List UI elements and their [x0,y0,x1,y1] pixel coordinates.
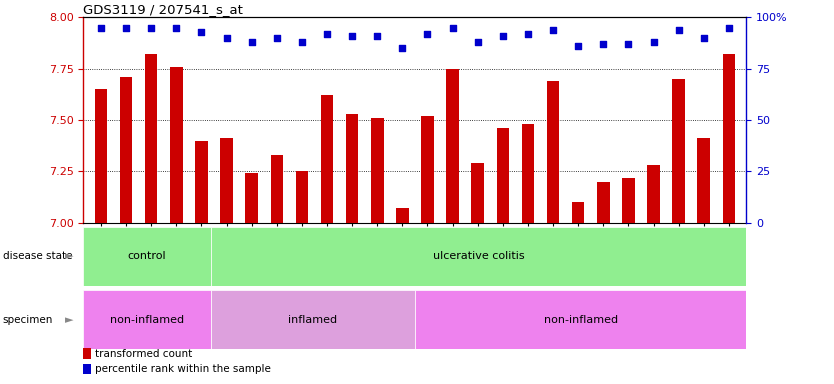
Point [119,25,133,31]
Bar [211,290,415,349]
Bar [295,171,309,223]
Bar [195,141,208,223]
Point [647,39,661,45]
Bar [270,155,283,223]
Bar [145,54,158,223]
Bar [547,81,560,223]
Bar [83,364,92,374]
Bar [120,77,133,223]
Text: ulcerative colitis: ulcerative colitis [433,251,525,262]
Point [446,25,460,31]
Bar [83,349,92,359]
Point [596,41,610,47]
Bar [446,69,459,223]
Bar [415,290,746,349]
Point [320,31,334,37]
Bar [321,95,334,223]
Text: ►: ► [65,314,73,325]
Text: percentile rank within the sample: percentile rank within the sample [95,364,271,374]
Bar [396,209,409,223]
Point [144,25,158,31]
Bar [496,128,509,223]
Text: inflamed: inflamed [289,314,338,325]
Point [220,35,234,41]
Bar [471,163,484,223]
Point [345,33,359,39]
Point [395,45,409,51]
Bar [672,79,685,223]
Point [421,31,435,37]
Point [94,25,108,31]
Point [621,41,635,47]
Bar [83,227,211,286]
Point [245,39,259,45]
Text: GDS3119 / 207541_s_at: GDS3119 / 207541_s_at [83,3,244,16]
Bar [421,116,434,223]
Bar [95,89,108,223]
Bar [346,114,359,223]
Point [195,28,208,35]
Point [571,43,585,49]
Point [521,31,535,37]
Bar [220,139,233,223]
Text: specimen: specimen [3,314,53,325]
Point [546,26,560,33]
Point [496,33,510,39]
Point [169,25,183,31]
Point [270,35,284,41]
Bar [371,118,384,223]
Bar [211,227,746,286]
Bar [622,177,635,223]
Point [722,25,736,31]
Point [295,39,309,45]
Text: ►: ► [65,251,73,262]
Bar [245,174,258,223]
Text: transformed count: transformed count [95,349,193,359]
Bar [597,182,610,223]
Text: control: control [128,251,167,262]
Text: disease state: disease state [3,251,72,262]
Bar [572,202,585,223]
Bar [521,124,535,223]
Bar [83,290,211,349]
Bar [647,165,660,223]
Point [370,33,384,39]
Bar [722,54,735,223]
Bar [697,139,710,223]
Bar [170,66,183,223]
Text: non-inflamed: non-inflamed [544,314,618,325]
Point [697,35,711,41]
Text: non-inflamed: non-inflamed [110,314,184,325]
Point [471,39,485,45]
Point [672,26,686,33]
